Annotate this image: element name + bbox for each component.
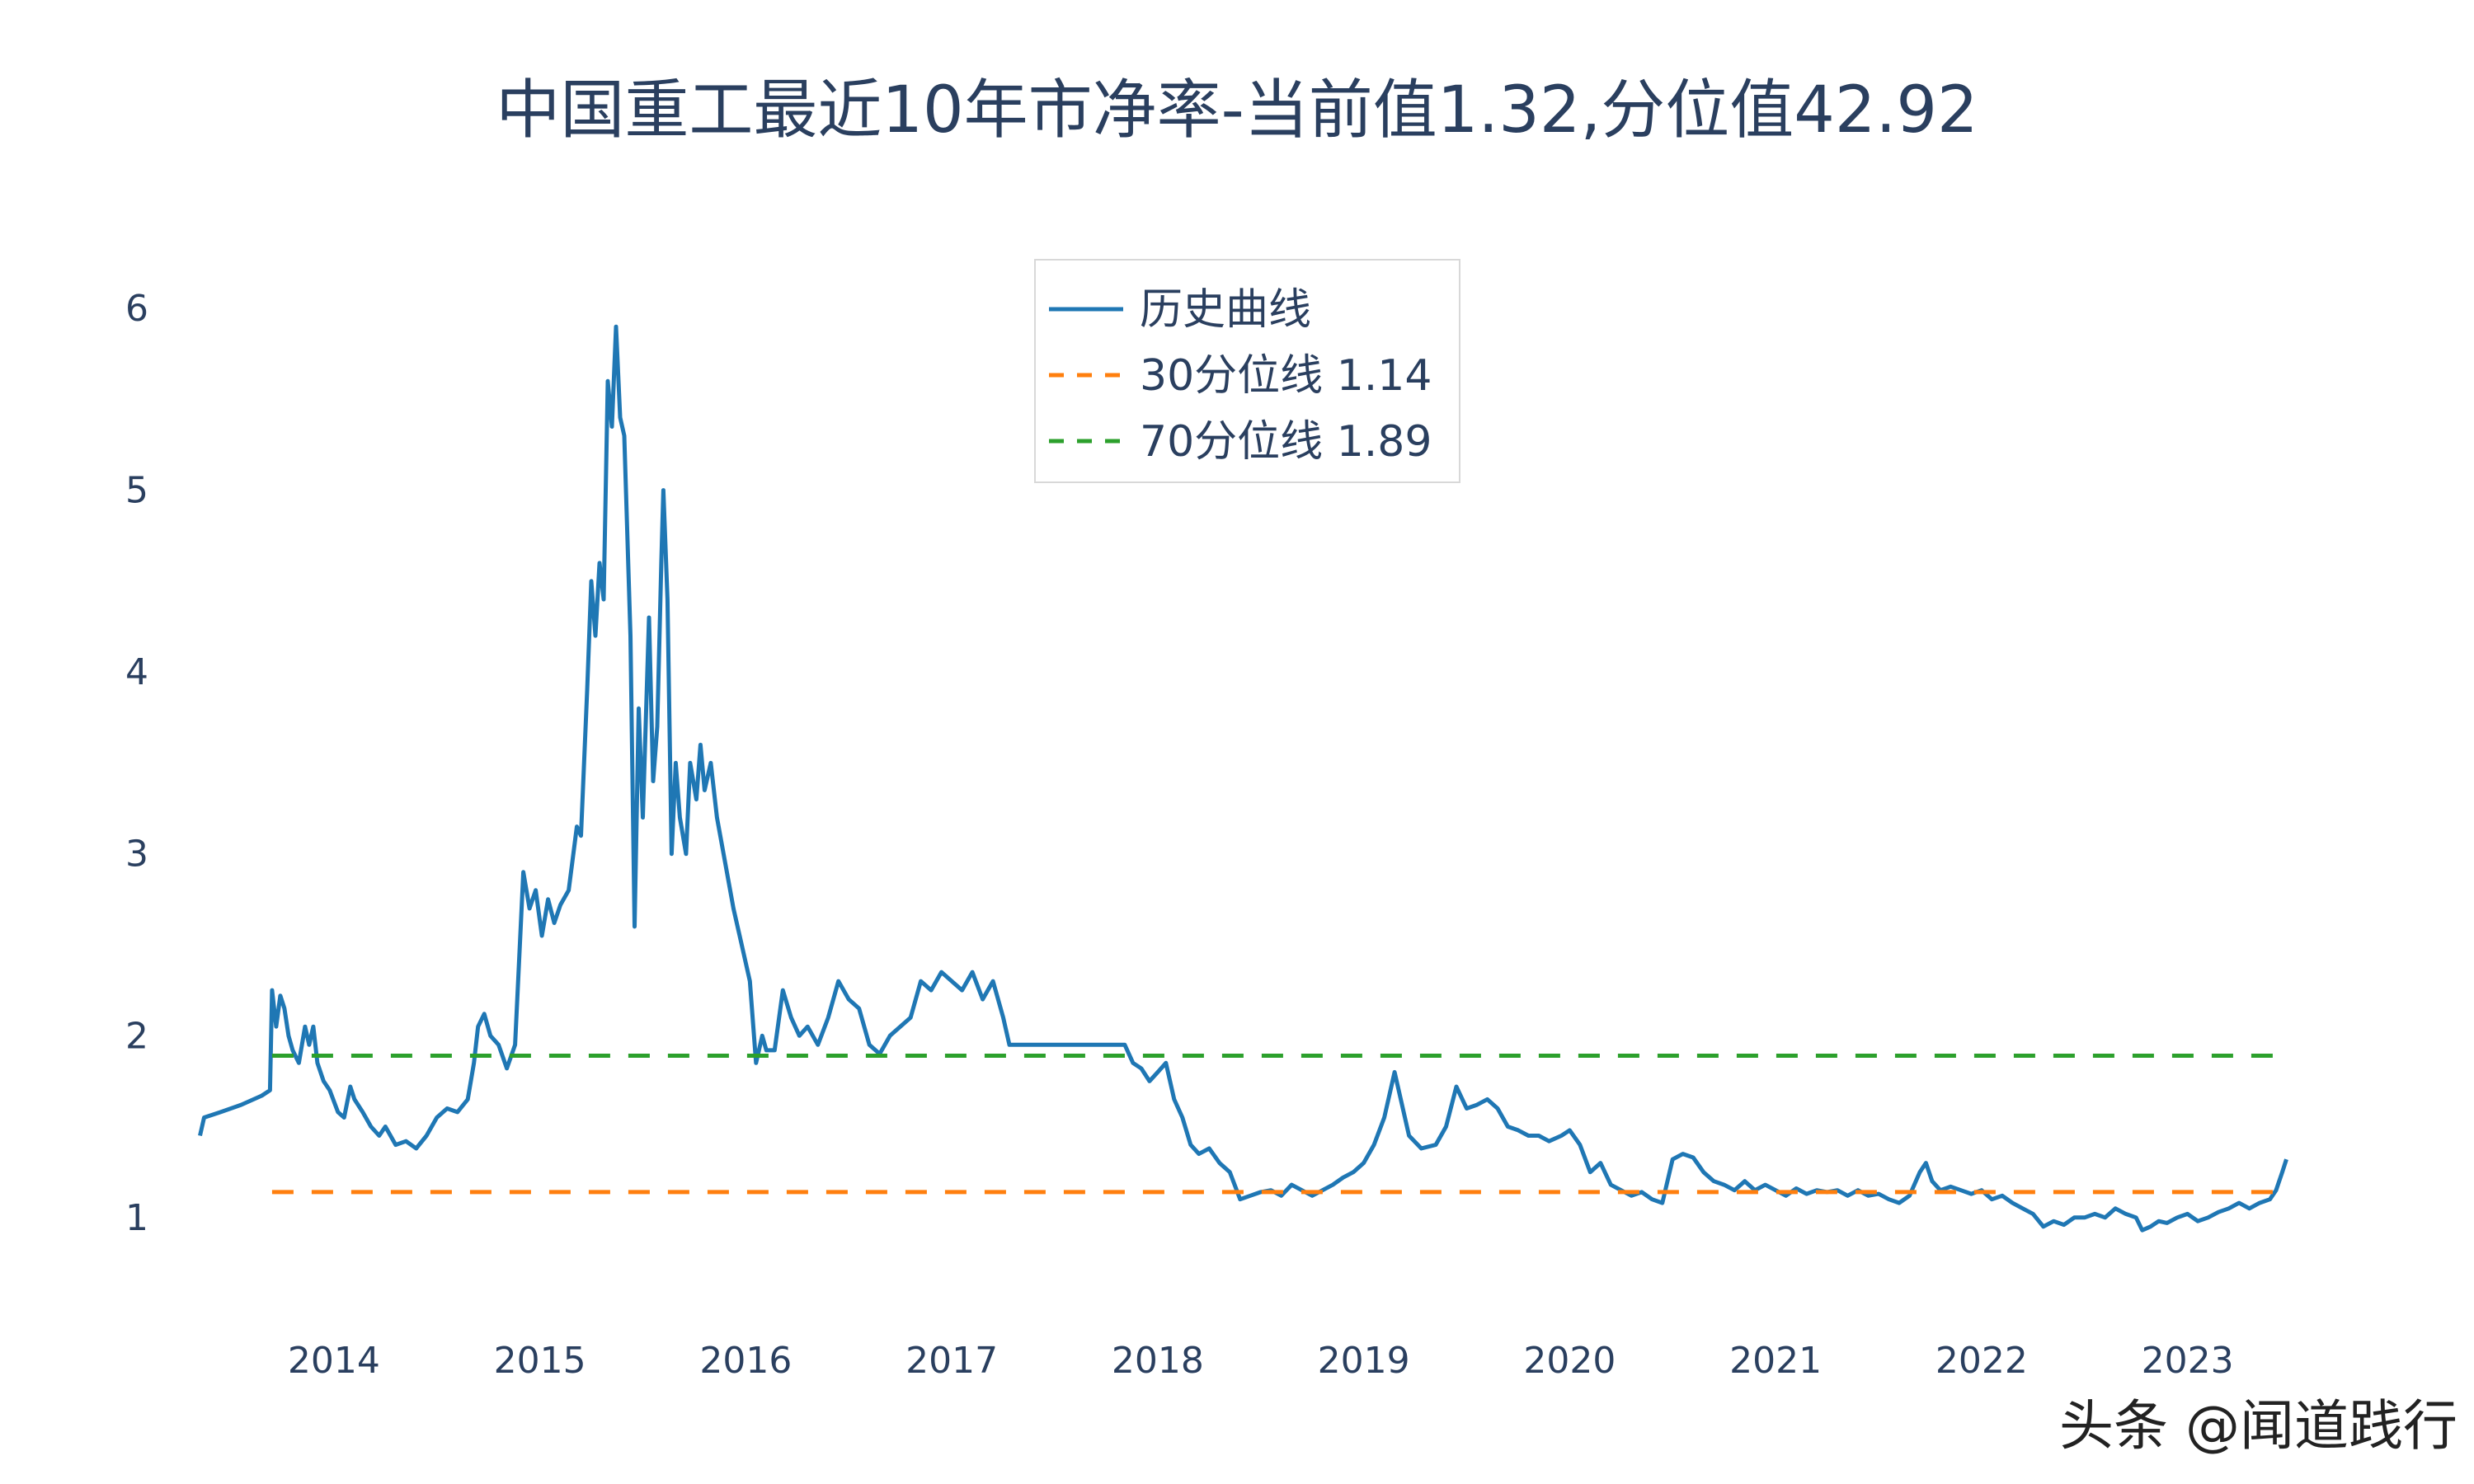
- legend-box: [1034, 259, 1460, 483]
- x-tick-label: 2017: [905, 1340, 998, 1382]
- x-tick-label: 2020: [1523, 1340, 1616, 1382]
- x-tick-label: 2023: [2142, 1340, 2234, 1382]
- y-tick-label: 4: [125, 651, 148, 693]
- x-tick-label: 2015: [494, 1340, 586, 1382]
- y-tick-label: 2: [125, 1015, 148, 1057]
- x-tick-label: 2016: [699, 1340, 792, 1382]
- x-tick-label: 2014: [288, 1340, 380, 1382]
- plot-area: [198, 324, 2288, 1233]
- legend-label: 30分位线 1.14: [1140, 351, 1432, 401]
- y-tick-label: 5: [125, 470, 148, 512]
- y-tick-label: 3: [125, 834, 148, 876]
- y-tick-label: 6: [125, 288, 148, 330]
- y-axis: 1 2 3 4 5 6: [125, 288, 148, 1239]
- watermark: 头条 @闻道践行: [2059, 1394, 2458, 1458]
- chart-title: 中国重工最近10年市净率-当前值1.32,分位值42.92: [496, 73, 1978, 148]
- legend-label: 70分位线 1.89: [1140, 417, 1432, 467]
- x-tick-label: 2022: [1935, 1340, 2028, 1382]
- x-axis: 2014 2015 2016 2017 2018 2019 2020 2021 2022 2023: [288, 1340, 2234, 1382]
- y-tick-label: 1: [125, 1197, 148, 1239]
- x-tick-label: 2019: [1318, 1340, 1410, 1382]
- series-line-history: [198, 324, 2288, 1233]
- x-tick-label: 2018: [1112, 1340, 1204, 1382]
- legend: 历史曲线 30分位线 1.14 70分位线 1.89: [1034, 259, 1460, 483]
- x-tick-label: 2021: [1729, 1340, 1822, 1382]
- legend-label: 历史曲线: [1140, 285, 1311, 335]
